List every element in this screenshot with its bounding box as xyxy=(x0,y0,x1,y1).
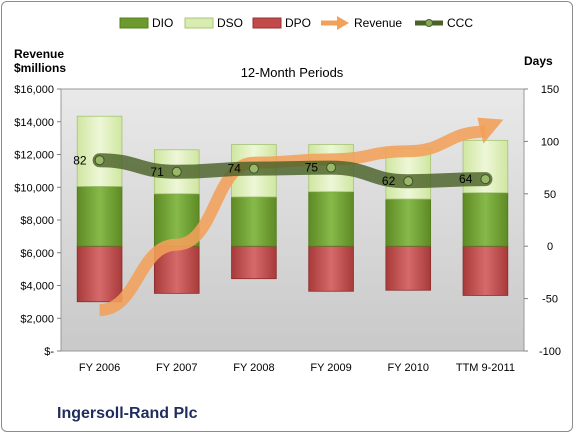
chart-title: 12-Month Periods xyxy=(241,65,344,80)
x-tick-label: FY 2006 xyxy=(79,362,120,374)
ccc-point xyxy=(171,166,182,177)
ccc-series: 82 71 74 75 62 64 xyxy=(73,153,493,189)
bar-dpo xyxy=(385,245,432,291)
y-left-tick-label: $4,000 xyxy=(20,281,54,293)
ccc-data-label: 62 xyxy=(382,174,396,188)
y-left-tick-label: $- xyxy=(44,346,54,358)
y-right-tick-label: -100 xyxy=(539,346,561,358)
x-tick-label: FY 2007 xyxy=(156,362,197,374)
bar-dso xyxy=(76,115,123,187)
y-left-tick-label: $6,000 xyxy=(20,248,54,260)
y-left-tick-label: $16,000 xyxy=(14,84,54,96)
y-right-tick-label: 50 xyxy=(544,189,556,201)
y-left-label-line2: $millions xyxy=(14,61,66,75)
legend: DIO DSO DPO Revenue CCC xyxy=(119,16,473,30)
y-right-tick-label: 150 xyxy=(541,84,559,96)
bar-dio xyxy=(385,198,432,247)
bar-dio xyxy=(308,191,354,247)
x-tick-label: FY 2008 xyxy=(233,362,274,374)
ccc-data-label: 75 xyxy=(305,161,319,175)
bar-dpo xyxy=(462,245,509,296)
y-left-tick-label: $12,000 xyxy=(14,150,54,162)
y-right-tick-label: 0 xyxy=(547,241,553,253)
y-left-label-line1: Revenue xyxy=(14,47,64,61)
legend-ccc-label: CCC xyxy=(447,16,473,30)
bar-dio xyxy=(462,192,509,247)
bar-dio xyxy=(231,196,277,247)
y-right-tick-label: -50 xyxy=(542,294,558,306)
x-tick-label: FY 2009 xyxy=(310,362,351,374)
y-right-tick-label: 100 xyxy=(541,136,559,148)
bars xyxy=(76,115,509,303)
legend-revenue-arrow-icon xyxy=(321,16,349,30)
y-right-label: Days xyxy=(524,54,553,68)
y-left-tick-label: $14,000 xyxy=(14,117,54,129)
legend-revenue-label: Revenue xyxy=(354,16,402,30)
y-left-tick-label: $8,000 xyxy=(20,215,54,227)
bar-dpo xyxy=(308,245,354,292)
legend-dio-swatch xyxy=(119,17,149,29)
legend-dso-label: DSO xyxy=(217,16,243,30)
x-axis: FY 2006 FY 2007 FY 2008 FY 2009 FY 2010 TTM 9… xyxy=(79,362,515,374)
legend-dso-swatch xyxy=(184,17,214,29)
legend-dio-label: DIO xyxy=(152,16,173,30)
ccc-data-label: 64 xyxy=(459,172,473,186)
ccc-point xyxy=(248,163,259,174)
revenue-arrowhead xyxy=(477,117,504,144)
ccc-point xyxy=(480,174,491,185)
company-name: Ingersoll-Rand Plc xyxy=(57,405,198,422)
bar-dpo xyxy=(76,245,123,303)
legend-dpo-label: DPO xyxy=(285,16,311,30)
x-tick-label: FY 2010 xyxy=(388,362,429,374)
plot-area xyxy=(60,88,525,352)
y-right-axis: -100 -50 0 50 100 150 xyxy=(524,84,561,358)
ccc-data-label: 82 xyxy=(73,153,87,167)
bar-dpo xyxy=(231,245,277,280)
ccc-point xyxy=(94,155,105,166)
y-left-tick-label: $10,000 xyxy=(14,182,54,194)
legend-dpo-swatch xyxy=(252,17,282,29)
bar-dio xyxy=(76,186,123,247)
ccc-line xyxy=(92,153,493,189)
y-left-axis: $- $2,000 $4,000 $6,000 $8,000 $10,000 $12,000… xyxy=(14,84,61,358)
ccc-data-label: 71 xyxy=(150,165,164,179)
legend-ccc-line-icon xyxy=(415,19,443,27)
ccc-data-label: 74 xyxy=(228,162,242,176)
y-left-tick-label: $2,000 xyxy=(20,313,54,325)
x-tick-label: TTM 9-2011 xyxy=(456,362,515,374)
ccc-point xyxy=(403,176,414,187)
ccc-point xyxy=(326,162,337,173)
